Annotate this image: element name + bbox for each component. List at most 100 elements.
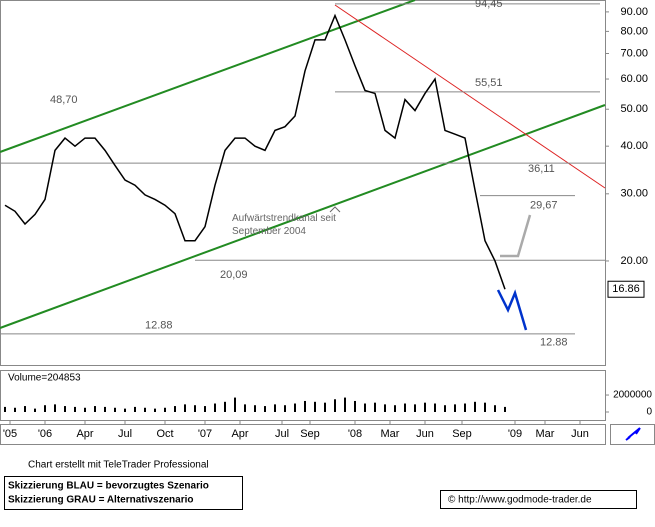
x-tick-label: Sep xyxy=(300,428,320,440)
volume-bar xyxy=(44,405,46,412)
url-box xyxy=(440,490,637,509)
x-tick-label: Sep xyxy=(452,428,472,440)
volume-bar xyxy=(154,408,156,412)
y-tick-label: 30.00 xyxy=(620,188,648,200)
legend-box xyxy=(4,476,243,510)
volume-bar xyxy=(444,405,446,412)
volume-bar xyxy=(194,405,196,412)
volume-title: Volume=204853 xyxy=(8,373,81,384)
x-tick-label: Apr xyxy=(231,428,248,440)
volume-bar xyxy=(384,404,386,412)
volume-bar xyxy=(484,402,486,412)
price-line xyxy=(4,13,506,290)
volume-bar xyxy=(74,406,76,412)
volume-bar xyxy=(234,397,236,412)
volume-panel xyxy=(0,370,606,421)
level-label: 55,51 xyxy=(475,77,503,89)
y-tick-label: 20.00 xyxy=(620,255,648,267)
volume-bar xyxy=(304,400,306,412)
volume-bar xyxy=(124,408,126,412)
downtrend-line xyxy=(334,4,606,189)
x-tick-label: Jul xyxy=(118,428,132,440)
volume-bar xyxy=(504,406,506,412)
volume-bar xyxy=(274,404,276,412)
draw-tool-icon[interactable] xyxy=(625,427,641,441)
price-panel xyxy=(0,0,606,366)
volume-bar xyxy=(84,407,86,412)
last-price-box xyxy=(607,280,645,298)
x-tick-label: Jun xyxy=(571,428,589,440)
volume-bar xyxy=(184,404,186,412)
volume-bar xyxy=(244,404,246,412)
level-label: 94,45 xyxy=(475,0,503,10)
volume-tick-label: 2000000 xyxy=(613,390,652,401)
volume-bar xyxy=(224,401,226,412)
credit: Chart erstellt mit TeleTrader Profession… xyxy=(28,460,209,471)
channel-lower xyxy=(0,104,606,329)
volume-bar xyxy=(324,402,326,412)
volume-bar xyxy=(394,405,396,412)
x-tick-label: '09 xyxy=(508,428,522,440)
volume-bar xyxy=(174,406,176,412)
volume-bar xyxy=(204,406,206,412)
annotation: Aufwärtstrendkanal seit September 2004 xyxy=(232,213,336,237)
x-axis-panel xyxy=(0,424,606,445)
volume-bar xyxy=(14,407,16,412)
volume-bar xyxy=(114,407,116,412)
volume-bar xyxy=(264,406,266,412)
volume-bar xyxy=(434,403,436,412)
volume-bar xyxy=(64,406,66,412)
annotation-box: Aufwärtstrendkanal seit September 2004 xyxy=(232,213,336,237)
volume-bar xyxy=(364,403,366,412)
x-tick-label: Apr xyxy=(76,428,93,440)
volume-bar xyxy=(104,406,106,412)
volume-bar xyxy=(374,402,376,412)
volume-bar xyxy=(404,403,406,412)
volume-bar xyxy=(454,404,456,412)
level-label: 12.88 xyxy=(540,337,568,349)
volume-bar xyxy=(4,406,6,412)
volume-bar xyxy=(94,406,96,412)
volume-bar xyxy=(214,403,216,412)
last-price: 16.86 xyxy=(612,283,640,295)
level-label: 12.88 xyxy=(145,320,173,332)
level-label: 36,11 xyxy=(528,163,555,175)
volume-bar xyxy=(54,404,56,412)
volume-bar xyxy=(294,403,296,412)
volume-bar xyxy=(354,400,356,412)
volume-bar xyxy=(314,401,316,412)
legend-blue: Skizzierung BLAU = bevorzugtes Szenario xyxy=(8,481,209,492)
level-label: 29,67 xyxy=(530,200,558,212)
y-tick-label: 60.00 xyxy=(620,73,648,85)
x-tick-label: Oct xyxy=(156,428,173,440)
volume-bar xyxy=(164,407,166,412)
y-tick-label: 70.00 xyxy=(620,47,648,59)
x-tick-label: Jul xyxy=(275,428,289,440)
annotation-arrow xyxy=(329,206,341,213)
volume-bar xyxy=(344,397,346,412)
volume-bar xyxy=(144,407,146,412)
x-tick-label: Mar xyxy=(381,428,400,440)
y-tick-label: 50.00 xyxy=(620,103,648,115)
volume-tick-label: 0 xyxy=(646,407,652,418)
volume-bar xyxy=(334,399,336,412)
y-tick-label: 40.00 xyxy=(620,140,648,152)
volume-bar xyxy=(24,406,26,412)
volume-bar xyxy=(414,404,416,412)
volume-bar xyxy=(284,405,286,412)
blue-scenario xyxy=(496,289,528,331)
volume-bar xyxy=(464,403,466,412)
level-label: 20,09 xyxy=(220,269,248,281)
x-tick-label: Jun xyxy=(416,428,434,440)
y-tick-label: 80.00 xyxy=(620,25,648,37)
channel-upper xyxy=(0,0,416,153)
volume-bar xyxy=(254,405,256,412)
y-tick-label: 90.00 xyxy=(620,6,648,18)
url: © http://www.godmode-trader.de xyxy=(448,495,592,506)
grey-scenario xyxy=(500,214,532,258)
x-tick-label: '08 xyxy=(348,428,362,440)
level-label: 48,70 xyxy=(50,94,78,106)
legend-grey: Skizzierung GRAU = Alternativszenario xyxy=(8,495,194,506)
x-tick-label: '05 xyxy=(3,428,17,440)
